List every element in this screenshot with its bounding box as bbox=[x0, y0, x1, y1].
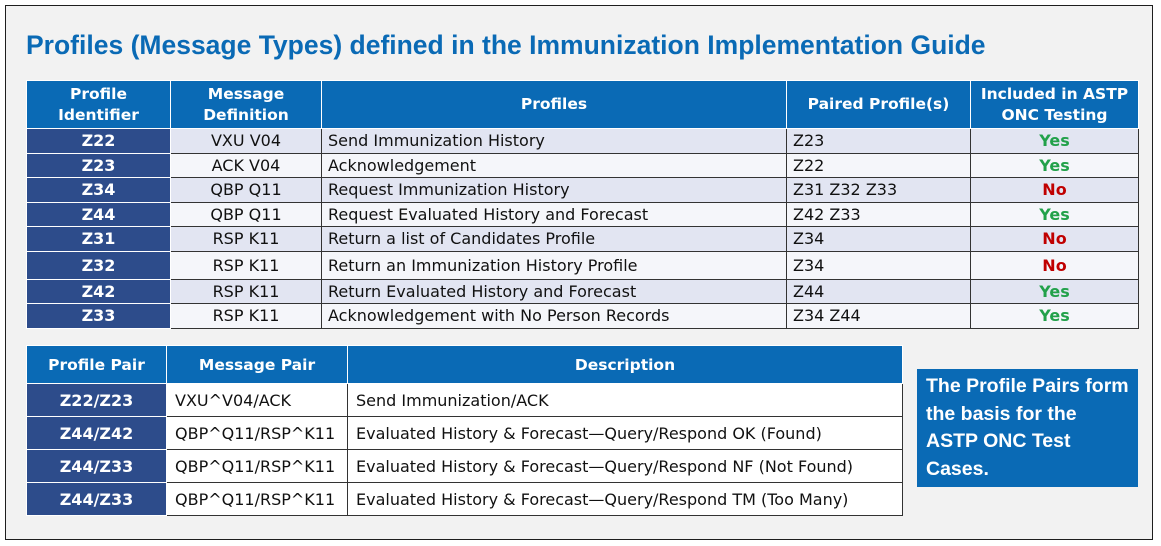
paired-profiles-cell: Z31 Z32 Z33 bbox=[786, 177, 971, 203]
page-title: Profiles (Message Types) defined in the … bbox=[26, 30, 986, 60]
profile-id-cell: Z32 bbox=[26, 250, 171, 280]
profile-pairs-table-header: Profile Pair Message Pair Description bbox=[26, 345, 903, 384]
table-row: Z44/Z33 QBP^Q11/RSP^K11 Evaluated Histor… bbox=[26, 449, 903, 483]
profile-cell: Acknowledgement with No Person Records bbox=[321, 303, 787, 329]
paired-profiles-cell: Z42 Z33 bbox=[786, 201, 971, 227]
profile-cell: Return a list of Candidates Profile bbox=[321, 226, 787, 252]
profile-id-cell: Z31 bbox=[26, 226, 171, 252]
profile-cell: Return Evaluated History and Forecast bbox=[321, 278, 787, 304]
table-row: Z22/Z23 VXU^V04/ACK Send Immunization/AC… bbox=[26, 383, 903, 417]
profile-cell: Return an Immunization History Profile bbox=[321, 250, 787, 280]
table-row: Z22 VXU V04 Send Immunization History Z2… bbox=[26, 128, 1139, 154]
paired-profiles-cell: Z34 Z44 bbox=[786, 303, 971, 329]
table-row: Z34 QBP Q11 Request Immunization History… bbox=[26, 177, 1139, 203]
description-cell: Evaluated History & Forecast—Query/Respo… bbox=[347, 449, 903, 483]
included-cell: Yes bbox=[970, 152, 1139, 178]
header-description: Description bbox=[347, 345, 903, 384]
profile-pair-cell: Z44/Z33 bbox=[26, 449, 167, 483]
message-definition-cell: ACK V04 bbox=[170, 152, 322, 178]
table-row: Z42 RSP K11 Return Evaluated History and… bbox=[26, 278, 1139, 304]
message-definition-cell: RSP K11 bbox=[170, 250, 322, 280]
table-row: Z44/Z33 QBP^Q11/RSP^K11 Evaluated Histor… bbox=[26, 482, 903, 516]
message-definition-cell: VXU V04 bbox=[170, 128, 322, 154]
profile-id-cell: Z22 bbox=[26, 128, 171, 154]
table-row: Z23 ACK V04 Acknowledgement Z22 Yes bbox=[26, 152, 1139, 178]
paired-profiles-cell: Z23 bbox=[786, 128, 971, 154]
table-row: Z32 RSP K11 Return an Immunization Histo… bbox=[26, 250, 1139, 280]
message-pair-cell: QBP^Q11/RSP^K11 bbox=[166, 416, 348, 450]
included-cell: No bbox=[970, 250, 1139, 280]
paired-profiles-cell: Z34 bbox=[786, 250, 971, 280]
header-profile-identifier: Profile Identifier bbox=[26, 80, 171, 129]
header-included: Included in ASTP ONC Testing bbox=[970, 80, 1139, 129]
profile-cell: Request Evaluated History and Forecast bbox=[321, 201, 787, 227]
table-row: Z31 RSP K11 Return a list of Candidates … bbox=[26, 226, 1139, 252]
profile-cell: Acknowledgement bbox=[321, 152, 787, 178]
included-cell: Yes bbox=[970, 201, 1139, 227]
header-profile-pair: Profile Pair bbox=[26, 345, 167, 384]
profile-id-cell: Z44 bbox=[26, 201, 171, 227]
profile-id-cell: Z42 bbox=[26, 278, 171, 304]
header-message-pair: Message Pair bbox=[166, 345, 348, 384]
paired-profiles-cell: Z22 bbox=[786, 152, 971, 178]
message-definition-cell: QBP Q11 bbox=[170, 177, 322, 203]
table-row: Z33 RSP K11 Acknowledgement with No Pers… bbox=[26, 303, 1139, 329]
profile-pairs-table: Profile Pair Message Pair Description Z2… bbox=[26, 345, 903, 516]
profiles-table-header: Profile Identifier Message Definition Pr… bbox=[26, 80, 1139, 129]
message-definition-cell: RSP K11 bbox=[170, 278, 322, 304]
paired-profiles-cell: Z44 bbox=[786, 278, 971, 304]
paired-profiles-cell: Z34 bbox=[786, 226, 971, 252]
description-cell: Evaluated History & Forecast—Query/Respo… bbox=[347, 482, 903, 516]
profile-id-cell: Z33 bbox=[26, 303, 171, 329]
description-cell: Send Immunization/ACK bbox=[347, 383, 903, 417]
included-cell: Yes bbox=[970, 278, 1139, 304]
table-row: Z44/Z42 QBP^Q11/RSP^K11 Evaluated Histor… bbox=[26, 416, 903, 450]
profile-cell: Request Immunization History bbox=[321, 177, 787, 203]
profile-pairs-callout: The Profile Pairs form the basis for the… bbox=[917, 369, 1138, 487]
header-message-definition: Message Definition bbox=[170, 80, 322, 129]
included-cell: No bbox=[970, 226, 1139, 252]
message-definition-cell: QBP Q11 bbox=[170, 201, 322, 227]
message-pair-cell: VXU^V04/ACK bbox=[166, 383, 348, 417]
table-row: Z44 QBP Q11 Request Evaluated History an… bbox=[26, 201, 1139, 227]
message-definition-cell: RSP K11 bbox=[170, 226, 322, 252]
included-cell: Yes bbox=[970, 303, 1139, 329]
header-paired-profiles: Paired Profile(s) bbox=[786, 80, 971, 129]
included-cell: No bbox=[970, 177, 1139, 203]
message-definition-cell: RSP K11 bbox=[170, 303, 322, 329]
header-profiles: Profiles bbox=[321, 80, 787, 129]
included-cell: Yes bbox=[970, 128, 1139, 154]
profile-id-cell: Z34 bbox=[26, 177, 171, 203]
description-cell: Evaluated History & Forecast—Query/Respo… bbox=[347, 416, 903, 450]
profile-pair-cell: Z22/Z23 bbox=[26, 383, 167, 417]
profile-id-cell: Z23 bbox=[26, 152, 171, 178]
message-pair-cell: QBP^Q11/RSP^K11 bbox=[166, 449, 348, 483]
message-pair-cell: QBP^Q11/RSP^K11 bbox=[166, 482, 348, 516]
profile-pair-cell: Z44/Z33 bbox=[26, 482, 167, 516]
profiles-table: Profile Identifier Message Definition Pr… bbox=[26, 80, 1139, 329]
profile-cell: Send Immunization History bbox=[321, 128, 787, 154]
profile-pair-cell: Z44/Z42 bbox=[26, 416, 167, 450]
